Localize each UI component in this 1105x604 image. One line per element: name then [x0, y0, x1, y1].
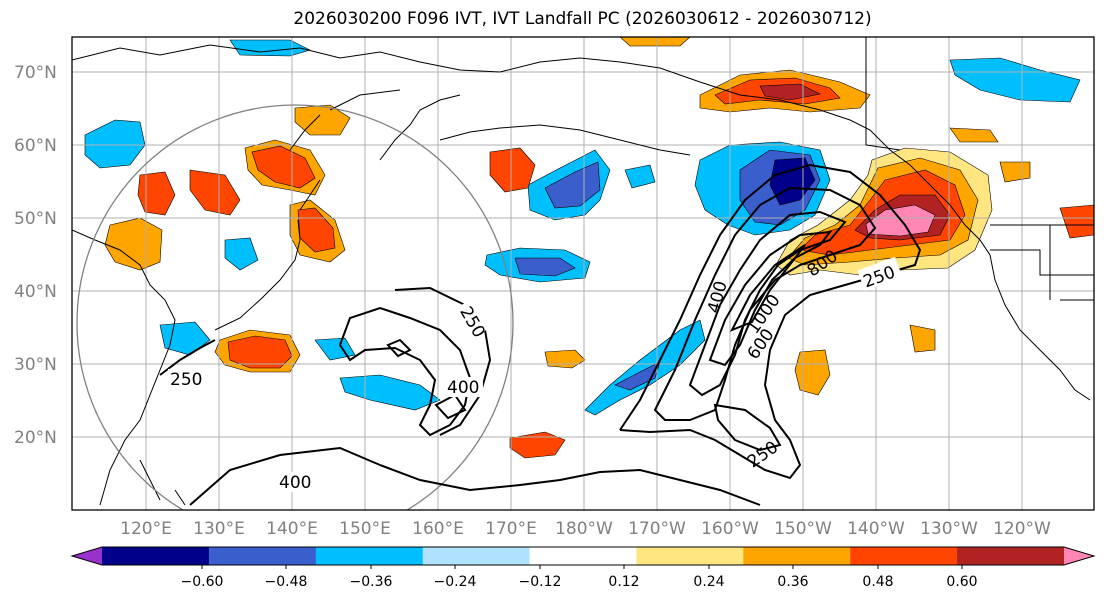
positive-anomaly-region	[509, 431, 566, 459]
negative-anomaly-region	[624, 164, 656, 189]
negative-anomaly-region	[84, 119, 146, 169]
lat-label: 50°N	[14, 209, 57, 229]
positive-anomaly-region	[794, 349, 831, 396]
japan-islands	[214, 89, 401, 331]
figure-title: 2026030200 F096 IVT, IVT Landfall PC (20…	[293, 9, 872, 29]
latitude-labels: 70°N 60°N 50°N 40°N 30°N 20°N	[14, 63, 57, 448]
kamchatka	[379, 94, 461, 161]
colorbar-segments	[70, 546, 1096, 566]
philippines	[139, 459, 186, 506]
ivt-contour-600	[688, 210, 847, 397]
colorbar-ticks	[201, 565, 963, 569]
negative-anomaly-region	[514, 257, 576, 277]
lon-label: 180°W	[555, 519, 613, 539]
lat-label: 40°N	[14, 282, 57, 302]
lat-label: 60°N	[14, 136, 57, 156]
alaska-coastline	[619, 61, 1091, 401]
colorbar-tick-label: −0.24	[434, 574, 477, 590]
positive-anomaly-region	[189, 169, 241, 216]
colorbar-tick-label: 0.60	[946, 574, 977, 590]
coastlines	[72, 37, 1094, 506]
colorbar-segment	[208, 547, 317, 565]
aleutian-islands	[439, 124, 691, 156]
colorbar-tick-label: 0.48	[862, 574, 893, 590]
lat-label: 70°N	[14, 63, 57, 83]
lat-label: 20°N	[14, 428, 57, 448]
colorbar-segment	[529, 547, 637, 565]
lon-label: 130°E	[193, 519, 245, 539]
positive-anomaly-region	[759, 83, 821, 101]
lon-label: 160°E	[412, 519, 464, 539]
contour-label: 400	[447, 378, 479, 398]
positive-anomaly-region	[949, 127, 999, 143]
ivt-contour-400-south	[189, 446, 761, 506]
lon-label: 140°E	[266, 519, 318, 539]
lon-label: 120°E	[120, 519, 172, 539]
colorbar-tick-label: 0.12	[608, 574, 639, 590]
colorbar-tick-labels: −0.60 −0.48 −0.36 −0.24 −0.12 0.12 0.24 …	[181, 574, 978, 590]
colorbar-extend-high	[1064, 547, 1094, 565]
longitude-labels: 120°E 130°E 140°E 150°E 160°E 170°E 180°…	[120, 519, 1051, 539]
colorbar-segment	[102, 547, 210, 565]
positive-anomaly-region	[137, 171, 176, 216]
map-frame	[71, 36, 1095, 511]
colorbar-segment	[636, 547, 744, 565]
ivt-contour-400	[653, 186, 877, 421]
contour-label: 400	[279, 473, 311, 493]
colorbar-tick-label: 0.36	[777, 574, 808, 590]
positive-anomaly-region	[104, 217, 163, 271]
positive-anomaly-region	[909, 324, 936, 353]
colorbar-tick-label: −0.12	[519, 574, 562, 590]
negative-anomaly-region	[224, 237, 259, 271]
contour-label: 250	[170, 370, 202, 390]
colorbar-tick-label: −0.36	[350, 574, 393, 590]
lon-label: 160°W	[701, 519, 759, 539]
ivt-contour-400-central	[386, 338, 467, 420]
lon-label: 170°E	[485, 519, 537, 539]
reference-circle	[76, 104, 514, 510]
ivt-contour-1000	[729, 244, 806, 332]
colorbar-outline	[70, 546, 1096, 566]
positive-anomaly-region	[227, 335, 293, 369]
positive-anomaly-region	[999, 161, 1031, 183]
lon-label: 170°W	[628, 519, 686, 539]
lat-label: 30°N	[14, 355, 57, 375]
lon-label: 140°W	[847, 519, 905, 539]
us-states	[990, 225, 1094, 301]
ivt-contour-800	[708, 230, 833, 367]
positive-anomaly-region	[1059, 204, 1094, 239]
negative-anomaly-region	[314, 337, 356, 361]
positive-anomaly-region	[251, 145, 316, 189]
lon-label: 150°E	[339, 519, 391, 539]
colorbar-tick-label: −0.60	[181, 574, 224, 590]
colorbar-extend-low	[72, 547, 102, 565]
canada-border	[865, 37, 1094, 226]
colorbar-segment	[957, 547, 1065, 565]
negative-anomaly-region	[544, 161, 601, 209]
positive-anomaly-region	[489, 147, 536, 193]
lon-label: 150°W	[774, 519, 832, 539]
colorbar-segment	[422, 547, 531, 565]
asia-coastline	[72, 44, 621, 506]
negative-anomaly-region	[229, 39, 311, 57]
colorbar-segment	[315, 547, 424, 565]
ivt-contour-250-small	[713, 403, 782, 452]
positive-anomaly-region	[619, 37, 691, 47]
lon-label: 130°W	[920, 519, 978, 539]
ivt-contour-250-west	[159, 339, 216, 376]
colorbar-tick-label: 0.24	[693, 574, 724, 590]
graticule	[72, 37, 1094, 510]
lon-label: 120°W	[993, 519, 1051, 539]
negative-anomaly-region	[949, 57, 1081, 103]
negative-anomaly-region	[584, 319, 706, 416]
colorbar-tick-label: −0.48	[265, 574, 308, 590]
colorbar-segment	[850, 547, 958, 565]
colorbar-segment	[743, 547, 851, 565]
positive-anomaly-region	[294, 104, 351, 136]
colorbar: −0.60 −0.48 −0.36 −0.24 −0.12 0.12 0.24 …	[70, 546, 1096, 590]
